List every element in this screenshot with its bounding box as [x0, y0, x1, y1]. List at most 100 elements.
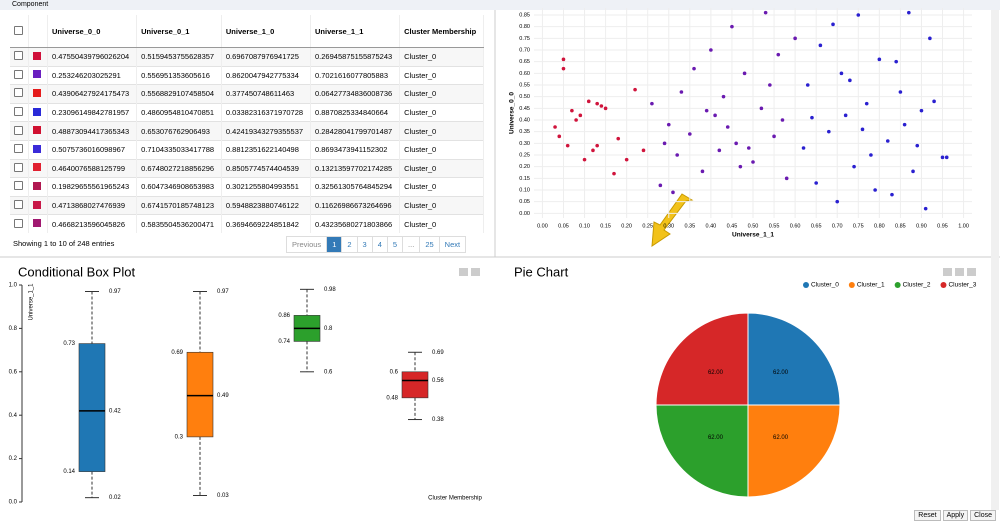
button[interactable]: Reset: [914, 510, 941, 521]
pie-slice: [655, 312, 749, 406]
cell: 0.23096149842781957: [47, 102, 138, 122]
pie-slice: [747, 312, 841, 406]
point: [944, 155, 949, 160]
y-tick-label: 0.10: [519, 187, 530, 193]
table-row: 0.4668213596045826 0.5835504536200471 0.36…: [10, 214, 484, 233]
point: [595, 143, 599, 148]
point: [839, 71, 844, 76]
checkbox[interactable]: [14, 25, 23, 35]
point: [624, 157, 629, 162]
cell: 0.5948823880746122: [221, 195, 312, 215]
point: [864, 101, 869, 106]
checkbox[interactable]: [14, 218, 23, 228]
y-tick-label: 1.0: [9, 283, 18, 289]
column-header[interactable]: Universe_1_1: [310, 15, 401, 48]
page-button[interactable]: 2: [341, 236, 358, 253]
cell: 0.8812351622140498: [221, 139, 312, 160]
value-label: 0.6: [390, 369, 399, 375]
cell: Cluster_0: [399, 195, 484, 215]
chart-title: Pie Chart: [514, 264, 569, 279]
color-swatch: [33, 219, 41, 228]
legend-label: Cluster_0: [811, 282, 839, 289]
value-label: 62.00: [708, 435, 724, 441]
checkbox[interactable]: [14, 181, 23, 191]
point: [831, 22, 835, 27]
point: [713, 113, 717, 118]
x-tick-label: 0.80: [874, 223, 885, 229]
point: [776, 52, 781, 57]
value-label: 0.73: [63, 341, 75, 347]
page-button[interactable]: Previous: [286, 236, 328, 253]
box: [401, 371, 429, 399]
panel-icon: [955, 268, 964, 276]
checkbox[interactable]: [14, 200, 23, 210]
column-header[interactable]: Cluster Membership: [399, 15, 484, 48]
point: [586, 99, 591, 104]
page-button[interactable]: Next: [438, 236, 467, 253]
x-tick-label: 0.95: [937, 223, 948, 229]
page-button[interactable]: ...: [402, 236, 421, 253]
point: [612, 171, 616, 176]
x-tick-label: 0.75: [853, 223, 864, 229]
checkbox[interactable]: [14, 51, 23, 61]
checkbox[interactable]: [14, 125, 23, 135]
point: [843, 113, 848, 118]
point: [574, 118, 578, 122]
y-axis-label: Universe_1_1: [29, 283, 35, 321]
page-button[interactable]: 5: [386, 236, 404, 253]
value-label: 0.74: [278, 339, 290, 345]
checkbox[interactable]: [14, 69, 23, 79]
point: [709, 48, 713, 52]
page-button[interactable]: 4: [371, 236, 388, 253]
value-label: 0.97: [217, 289, 229, 295]
column-header[interactable]: Universe_1_0: [221, 15, 312, 48]
cell: [28, 121, 48, 141]
point: [852, 164, 856, 169]
cell: 0.6967087976941725: [221, 47, 312, 67]
point: [911, 169, 915, 174]
y-tick-label: 0.4: [9, 413, 18, 419]
page-button[interactable]: 1: [326, 236, 343, 253]
value-label: 0.69: [432, 350, 444, 356]
point: [557, 134, 562, 139]
page-button[interactable]: 3: [356, 236, 373, 253]
point: [772, 134, 776, 139]
page-button[interactable]: 25: [419, 236, 440, 253]
cell: 0.8620047942775334: [221, 65, 312, 85]
cell: [10, 177, 29, 197]
checkbox[interactable]: [14, 107, 23, 117]
point: [869, 153, 873, 157]
point: [919, 108, 924, 113]
cell: 0.4640076588125799: [47, 158, 138, 178]
point: [805, 83, 810, 87]
checkbox[interactable]: [14, 144, 23, 154]
x-tick-label: 0.60: [790, 223, 801, 229]
cell: [10, 214, 29, 233]
checkbox[interactable]: [14, 162, 23, 172]
point: [940, 155, 945, 160]
cell: 0.06427734836008736: [310, 84, 401, 104]
column-header[interactable]: Universe_0_1: [136, 15, 222, 48]
y-tick-label: 0.0: [9, 500, 18, 506]
cell: Cluster_0: [399, 177, 484, 197]
cell: 0.19829655561965243: [47, 177, 138, 197]
column-header[interactable]: Universe_0_0: [47, 15, 138, 48]
cell: Cluster_0: [399, 65, 484, 85]
button[interactable]: Close: [970, 510, 996, 521]
x-tick-label: 0.30: [663, 223, 674, 229]
y-tick-label: 0.70: [519, 47, 530, 53]
cell: 0.43906427924175473: [47, 84, 138, 104]
point: [759, 106, 764, 111]
x-tick-label: 0.65: [811, 223, 822, 229]
cell: [28, 177, 48, 197]
arrow-annotation: [651, 193, 694, 247]
cell: [10, 139, 29, 160]
point: [599, 104, 604, 108]
button[interactable]: Apply: [942, 510, 969, 521]
cell: 0.4668213596045826: [47, 214, 138, 233]
table-row: 0.23096149842781957 0.4860954810470851 0.0…: [10, 102, 484, 122]
point: [582, 157, 587, 162]
cell: 0.32561305764845294: [310, 177, 401, 197]
point: [704, 108, 709, 113]
checkbox[interactable]: [14, 88, 23, 98]
